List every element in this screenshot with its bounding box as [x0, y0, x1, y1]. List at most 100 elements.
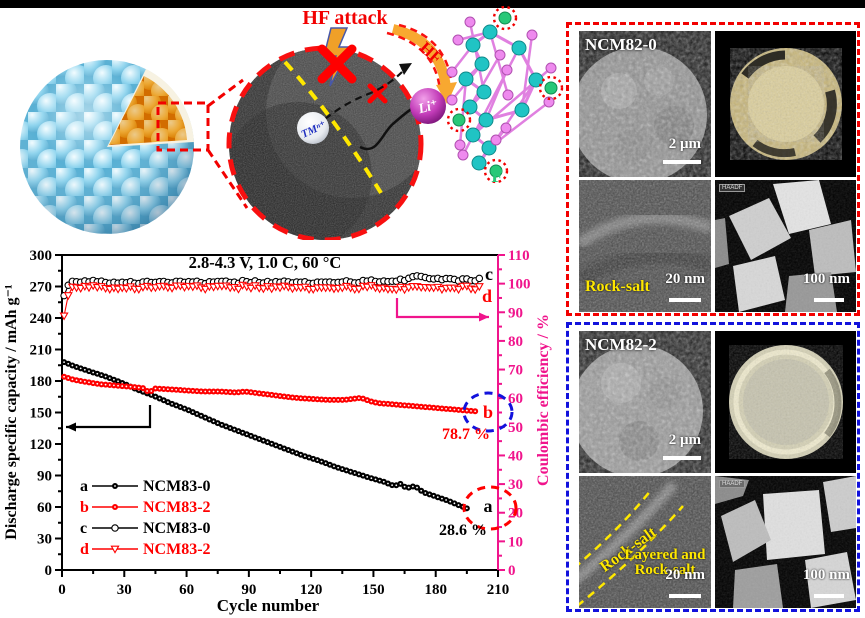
haadf-image-ncm82-0: HAADF 100 nm	[715, 180, 856, 312]
zoom-region-box	[156, 101, 210, 152]
phase-label-2: Layered and Rock-salt	[624, 547, 706, 579]
svg-text:270: 270	[30, 280, 53, 296]
svg-text:d: d	[80, 541, 89, 558]
scale-bar	[814, 594, 844, 598]
svg-text:b: b	[80, 499, 89, 516]
haadf-tag: HAADF	[719, 480, 746, 488]
sample-label: NCM82-0	[585, 35, 657, 54]
hf-attack-label: HF attack	[302, 7, 388, 29]
sample-label: NCM82-2	[585, 335, 657, 354]
chart-annotation: 28.6 %	[439, 522, 487, 539]
scale-text: 100 nm	[802, 567, 850, 583]
svg-text:150: 150	[362, 582, 385, 598]
svg-text:40: 40	[508, 448, 523, 464]
svg-text:210: 210	[487, 582, 510, 598]
svg-text:60: 60	[37, 500, 52, 516]
scale-bar	[663, 160, 701, 164]
chart-annotation: 78.7 %	[442, 426, 490, 443]
hrtem-image-ncm82-0: Rock-salt 20 nm	[579, 180, 711, 312]
chart-legend: a NCM83-0 b NCM83-2 c NCM83-0 d NCM83-2	[80, 478, 211, 558]
li-ion-icon: Li⁺	[410, 88, 446, 124]
chart-annotation: d	[482, 286, 492, 306]
svg-text:120: 120	[300, 582, 323, 598]
x-axis-label: Cycle number	[217, 596, 320, 615]
svg-text:210: 210	[30, 343, 53, 359]
svg-text:90: 90	[37, 469, 52, 485]
zoom-connector-line	[207, 78, 244, 108]
degradation-schematic-illustration: TMⁿ⁺ Li⁺ HF attack HF F	[20, 5, 564, 240]
svg-text:NCM83-2: NCM83-2	[143, 499, 211, 516]
scale-text: 20 nm	[665, 567, 705, 583]
svg-text:30: 30	[117, 582, 132, 598]
phase-label: Rock-salt	[585, 278, 650, 295]
blocked-path-arrow	[324, 63, 412, 120]
svg-text:180: 180	[30, 374, 53, 390]
scale-bar	[669, 298, 701, 302]
svg-text:300: 300	[30, 248, 53, 264]
panel-ncm82-0: NCM82-0 2 μm Rock-salt	[566, 22, 860, 316]
svg-text:150: 150	[30, 406, 53, 422]
svg-text:NCM83-0: NCM83-0	[143, 520, 211, 537]
zoom-connector-line	[206, 149, 249, 209]
tm-ion-icon: TMⁿ⁺	[297, 112, 329, 144]
small-x-mark-icon	[367, 83, 388, 104]
y-axis-label-left: Discharge specific capacity / mAh g⁻¹	[3, 284, 20, 540]
y-axis-label-right: Coulombic efficiency / %	[535, 314, 552, 486]
scale-text: 100 nm	[802, 271, 850, 287]
cross-section-image-ncm82-2	[715, 331, 856, 473]
svg-text:240: 240	[30, 311, 53, 327]
svg-text:10: 10	[508, 534, 523, 550]
svg-text:c: c	[80, 520, 87, 537]
svg-text:70: 70	[508, 363, 523, 379]
scale-bar	[814, 298, 844, 302]
svg-text:0: 0	[508, 563, 516, 579]
chart-annotation: c	[485, 264, 493, 284]
svg-text:80: 80	[508, 334, 523, 350]
svg-text:50: 50	[508, 420, 523, 436]
fluoropolymer-molecule-icon	[446, 5, 564, 184]
sem-image-ncm82-0: NCM82-0 2 μm	[579, 31, 711, 177]
svg-text:180: 180	[424, 582, 447, 598]
chart-title: 2.8-4.3 V, 1.0 C, 60 °C	[189, 253, 342, 272]
scale-bar	[663, 456, 701, 460]
svg-text:90: 90	[508, 305, 523, 321]
cross-section-image-ncm82-0	[715, 31, 856, 177]
series-a	[61, 359, 470, 512]
svg-text:100: 100	[508, 277, 531, 293]
svg-text:120: 120	[30, 437, 53, 453]
series-b	[61, 373, 479, 415]
blocked-x-mark-icon	[317, 44, 357, 84]
svg-text:NCM83-2: NCM83-2	[143, 541, 211, 558]
svg-text:NCM83-0: NCM83-0	[143, 478, 211, 495]
scale-text: 2 μm	[668, 136, 701, 152]
chart-annotation: b	[483, 402, 493, 422]
svg-text:90: 90	[241, 582, 256, 598]
top-border-bar	[0, 0, 865, 8]
highlight-dashed-circle	[462, 485, 518, 531]
series-d	[59, 281, 484, 321]
sem-image-ncm82-2: NCM82-2 2 μm	[579, 331, 711, 473]
haadf-tag: HAADF	[719, 184, 746, 192]
scale-text: 2 μm	[668, 432, 701, 448]
scale-text: 20 nm	[665, 271, 705, 287]
svg-text:60: 60	[508, 391, 523, 407]
cycling-performance-chart: 0306090120150180210240270300010203040506…	[3, 248, 552, 615]
highlight-dashed-circle	[462, 391, 514, 433]
rock-salt-boundary-line	[283, 60, 383, 195]
fluorine-label: F	[491, 166, 503, 187]
svg-text:110: 110	[508, 248, 530, 264]
axis-pointer-arrow	[66, 405, 152, 432]
svg-text:30: 30	[37, 532, 52, 548]
scale-bar	[669, 594, 701, 598]
svg-text:0: 0	[45, 563, 53, 579]
hrtem-image-ncm82-2: Rock-salt Layered and Rock-salt 20 nm	[579, 476, 711, 608]
panel-ncm82-2: NCM82-2 2 μm Rock-salt Layer	[566, 322, 860, 612]
li-ion-label: Li⁺	[416, 98, 440, 118]
svg-text:a: a	[80, 478, 88, 495]
chart-annotation: a	[484, 496, 493, 516]
svg-text:30: 30	[508, 477, 523, 493]
chart-axes: 0306090120150180210240270300010203040506…	[30, 248, 531, 598]
axis-pointer-arrow	[395, 298, 489, 322]
cathode-particle-3d-icon	[20, 60, 194, 234]
